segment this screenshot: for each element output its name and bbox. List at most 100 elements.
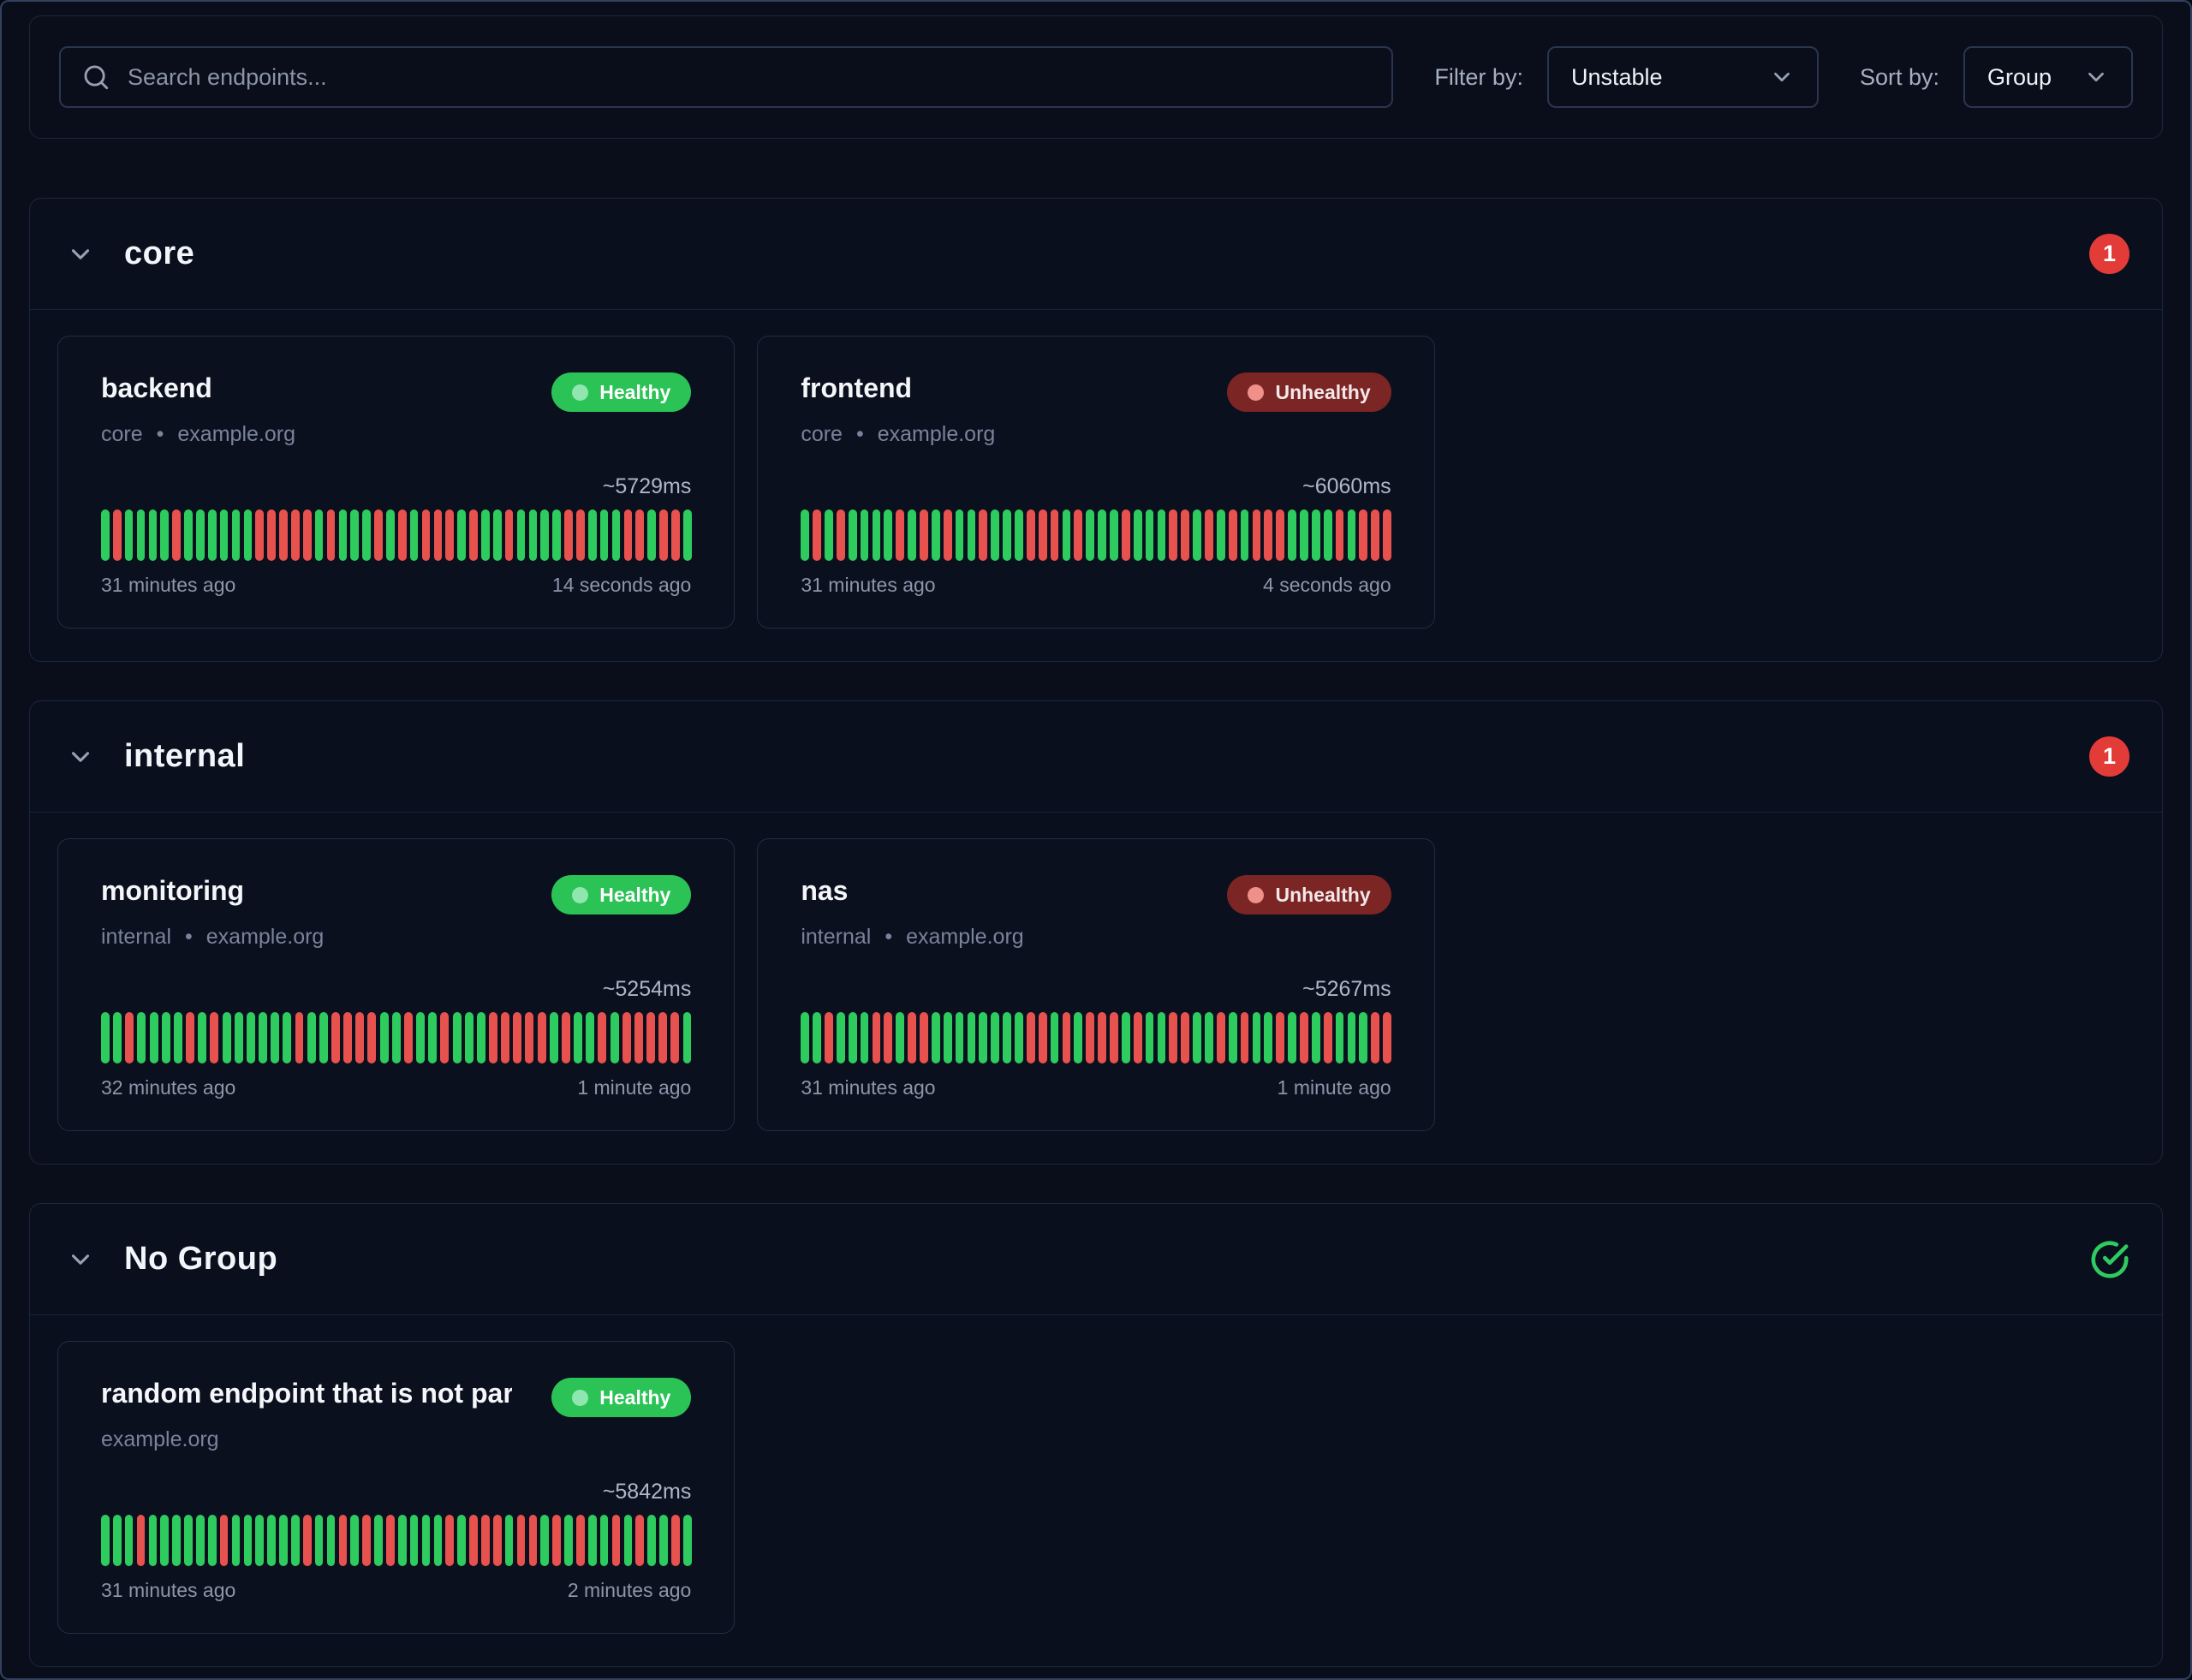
health-bar-up (136, 509, 146, 561)
health-bar-down (896, 509, 905, 561)
group-section: No Group random endpoint that is not par… (29, 1203, 2163, 1667)
health-bar-up (1050, 1012, 1059, 1063)
health-bar-up (1288, 509, 1296, 561)
health-bar-down (501, 1012, 510, 1063)
health-bar-up (362, 509, 371, 561)
filter-select-value: Unstable (1570, 63, 1663, 90)
health-bar-up (124, 1515, 134, 1566)
history-range: 31 minutes ago 1 minute ago (801, 1076, 1391, 1099)
health-bar-up (452, 1012, 462, 1063)
health-bar-up (1157, 1012, 1166, 1063)
health-bar-down (1181, 1012, 1190, 1063)
health-bar-up (428, 1012, 438, 1063)
health-bar-down (646, 1012, 655, 1063)
health-bar-down (670, 1012, 680, 1063)
status-badge: Healthy (551, 372, 692, 412)
health-bar-down (1371, 509, 1380, 561)
group-all-healthy-icon (2090, 1240, 2129, 1279)
filter-select[interactable]: Unstable (1546, 46, 1819, 108)
bullet-separator: • (156, 422, 164, 446)
timestamp-oldest: 31 minutes ago (101, 574, 236, 596)
health-bar-up (540, 509, 550, 561)
health-bar-down (1026, 1012, 1035, 1063)
response-history: ~6060ms 31 minutes ago 4 seconds ago (801, 474, 1391, 597)
endpoint-name: backend (101, 372, 212, 403)
health-bar-up (319, 1012, 328, 1063)
sort-select-value: Group (1987, 63, 2052, 90)
health-bar-down (504, 509, 514, 561)
endpoint-subtitle: example.org (101, 1427, 691, 1452)
health-bar-up (279, 1515, 288, 1566)
health-bar-up (611, 509, 621, 561)
health-bar-up (101, 1012, 110, 1063)
latency-label: ~6060ms (1302, 474, 1391, 498)
health-bar-down (920, 509, 928, 561)
timestamp-oldest: 31 minutes ago (801, 574, 936, 596)
health-bar-up (386, 509, 395, 561)
history-bars (801, 1012, 1391, 1063)
status-dot-icon (572, 886, 589, 903)
health-bar-up (1015, 1012, 1023, 1063)
endpoint-group-label: internal (101, 925, 171, 949)
health-bar-down (1371, 1012, 1380, 1063)
group-title: core (124, 235, 195, 271)
status-dot-icon (1248, 384, 1265, 401)
status-dot-icon (572, 384, 589, 401)
health-bar-up (623, 1515, 633, 1566)
health-bar-up (1003, 509, 1011, 561)
health-bar-up (504, 1515, 514, 1566)
health-bar-down (1228, 509, 1237, 561)
timestamp-oldest: 32 minutes ago (101, 1076, 236, 1099)
health-bar-down (1074, 509, 1083, 561)
health-bar-up (172, 1515, 181, 1566)
health-bar-up (231, 1515, 241, 1566)
health-bar-down (492, 1515, 502, 1566)
health-bar-down (445, 1515, 455, 1566)
health-bar-up (848, 509, 857, 561)
endpoint-name: monitoring (101, 875, 245, 906)
endpoint-card[interactable]: frontend Unhealthy core • example.org ~6… (757, 336, 1435, 629)
history-range: 31 minutes ago 14 seconds ago (101, 574, 691, 597)
health-bar-up (271, 1012, 280, 1063)
group-header[interactable]: internal 1 (30, 701, 2162, 813)
health-bar-up (1145, 1012, 1154, 1063)
endpoint-card[interactable]: monitoring Healthy internal • example.or… (57, 838, 736, 1131)
health-bar-down (338, 1515, 348, 1566)
health-bar-up (148, 509, 158, 561)
search-input[interactable] (59, 46, 1394, 108)
health-bar-down (1133, 1012, 1142, 1063)
endpoint-group-label: internal (801, 925, 872, 949)
status-dot-icon (1248, 886, 1265, 903)
endpoint-card[interactable]: nas Unhealthy internal • example.org ~52… (757, 838, 1435, 1131)
health-bar-down (210, 1012, 219, 1063)
groups-container: core 1 backend Healthy core • example.or… (29, 198, 2163, 1667)
chevron-down-icon (66, 1245, 95, 1274)
group-header[interactable]: core 1 (30, 199, 2162, 310)
health-bar-up (421, 1515, 431, 1566)
health-bar-down (125, 1012, 134, 1063)
group-header[interactable]: No Group (30, 1204, 2162, 1315)
health-bar-up (464, 1012, 474, 1063)
health-bar-down (671, 509, 680, 561)
health-bar-up (1252, 1012, 1261, 1063)
health-bar-up (219, 509, 229, 561)
health-bar-up (259, 1012, 267, 1063)
health-bar-down (172, 509, 181, 561)
endpoint-card[interactable]: random endpoint that is not part... Heal… (57, 1341, 736, 1634)
sort-select[interactable]: Group (1963, 46, 2133, 108)
status-badge: Healthy (551, 875, 692, 914)
endpoint-card[interactable]: backend Healthy core • example.org ~5729… (57, 336, 736, 629)
health-bar-down (813, 509, 821, 561)
health-bar-up (350, 509, 360, 561)
health-bar-down (513, 1012, 522, 1063)
health-bar-up (574, 1012, 583, 1063)
health-bar-down (1062, 1012, 1071, 1063)
health-bar-up (1359, 1012, 1368, 1063)
health-bar-down (1252, 509, 1261, 561)
history-bars (101, 1012, 692, 1063)
timestamp-oldest: 31 minutes ago (101, 1579, 236, 1601)
health-bar-up (457, 509, 466, 561)
health-bar-down (1359, 509, 1368, 561)
health-bar-up (967, 509, 976, 561)
health-bar-down (136, 1515, 146, 1566)
